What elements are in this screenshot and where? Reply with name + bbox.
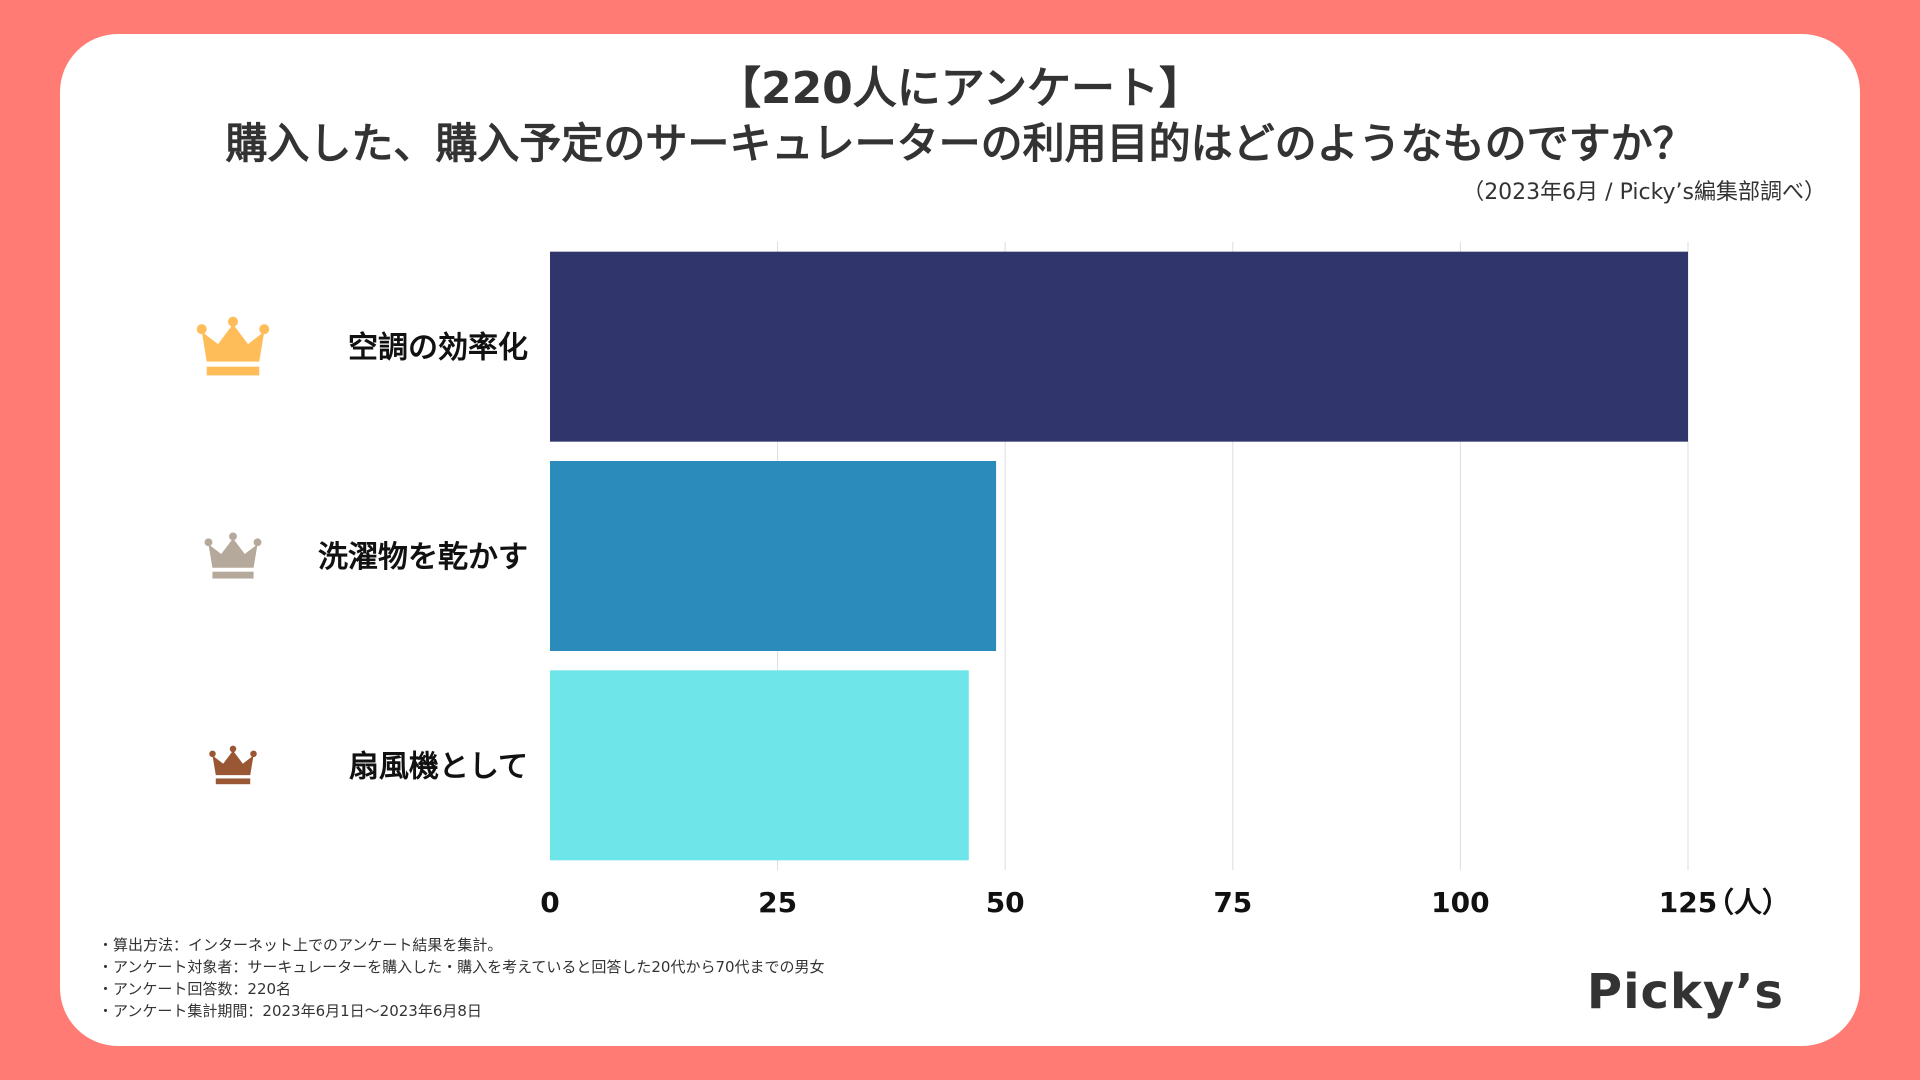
brand-logo: Picky’s xyxy=(1586,964,1784,1020)
category-label: 洗濯物を乾かす xyxy=(318,540,528,575)
bronze-crown-icon xyxy=(209,745,257,785)
bar-2 xyxy=(550,461,997,651)
x-tick-label: 75 xyxy=(1213,886,1252,919)
chart-card: 【220人にアンケート】 購入した、購入予定のサーキュレーターの利用目的はどのよ… xyxy=(60,34,1860,1046)
x-tick-label: 25 xyxy=(758,886,797,919)
gold-crown-icon xyxy=(196,316,270,376)
x-tick-label: 125 xyxy=(1659,886,1717,919)
note-period: ・アンケート集計期間：2023年6月1日〜2023年6月8日 xyxy=(98,1002,482,1020)
x-tick-label: 100 xyxy=(1431,886,1489,919)
x-tick-label: 50 xyxy=(986,886,1025,919)
bar-3 xyxy=(550,670,969,861)
note-method: ・算出方法：インターネット上でのアンケート結果を集計。 xyxy=(98,936,503,954)
survey-notes: ・算出方法：インターネット上でのアンケート結果を集計。 ・アンケート対象者：サー… xyxy=(98,934,825,1022)
chart-title-line2: 購入した、購入予定のサーキュレーターの利用目的はどのようなものですか？ xyxy=(225,119,1695,168)
note-target: ・アンケート対象者：サーキュレーターを購入した・購入を考えていると回答した20代… xyxy=(98,958,825,976)
category-label: 扇風機として xyxy=(349,749,528,784)
category-label: 空調の効率化 xyxy=(348,331,528,366)
chart-title-line1: 【220人にアンケート】 xyxy=(716,63,1204,114)
x-axis-unit: （人） xyxy=(1706,886,1790,919)
silver-crown-icon xyxy=(204,532,262,579)
note-count: ・アンケート回答数：220名 xyxy=(98,980,292,998)
x-tick-label: 0 xyxy=(540,886,559,919)
source-note: （2023年6月 / Picky’s編集部調べ） xyxy=(1462,180,1826,205)
bar-1 xyxy=(550,251,1688,442)
